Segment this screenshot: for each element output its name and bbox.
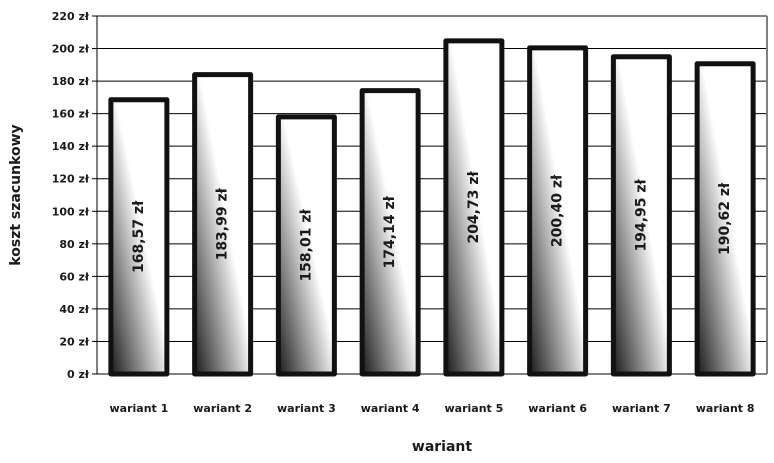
y-tick-label: 100 zł xyxy=(52,205,90,218)
bar-data-label: 200,40 zł xyxy=(550,174,566,247)
x-category-label: wariant 7 xyxy=(612,402,671,415)
bar-4 xyxy=(359,88,421,377)
x-category-label: wariant 1 xyxy=(109,402,168,415)
y-tick-label: 0 zł xyxy=(67,368,90,381)
y-tick-label: 140 zł xyxy=(52,140,90,153)
x-category-label: wariant 2 xyxy=(193,402,252,415)
x-category-label: wariant 6 xyxy=(528,402,587,415)
y-tick-label: 180 zł xyxy=(52,75,90,88)
y-tick-label: 20 zł xyxy=(59,335,90,348)
bar-2 xyxy=(192,72,254,377)
y-axis-title: koszt szacunkowy xyxy=(8,124,24,265)
y-tick-label: 120 zł xyxy=(52,173,90,186)
x-axis-categories: wariant 1 wariant 2 wariant 3 wariant 4 wari… xyxy=(109,402,754,415)
bar-data-label: 168,57 zł xyxy=(131,200,147,273)
y-tick-label: 40 zł xyxy=(59,303,90,316)
y-tick-label: 60 zł xyxy=(59,270,90,283)
x-category-label: wariant 5 xyxy=(444,402,503,415)
bar-data-label: 174,14 zł xyxy=(382,195,398,268)
bar-data-label: 190,62 zł xyxy=(717,182,733,255)
y-tick-label: 200 zł xyxy=(52,43,90,56)
bar-data-label: 158,01 zł xyxy=(298,209,314,282)
y-tick-label: 160 zł xyxy=(52,108,90,121)
bar-data-label: 194,95 zł xyxy=(633,178,649,251)
bar-5 xyxy=(443,38,505,377)
x-category-label: wariant 3 xyxy=(277,402,336,415)
x-category-label: wariant 8 xyxy=(696,402,755,415)
y-tick-label: 220 zł xyxy=(52,10,90,23)
bar-7 xyxy=(610,54,672,377)
bar-6 xyxy=(527,45,589,377)
y-axis-ticks: 0 zł 20 zł 40 zł 60 zł 80 zł 100 zł 120 zł 140 … xyxy=(52,10,90,381)
bar-8 xyxy=(694,61,756,377)
bar-3 xyxy=(275,114,337,377)
bar-data-label: 183,99 zł xyxy=(215,187,231,260)
x-category-label: wariant 4 xyxy=(361,402,420,415)
y-tick-label: 80 zł xyxy=(59,238,90,251)
x-axis-title: wariant xyxy=(412,439,472,455)
bar-1 xyxy=(108,97,170,377)
bar-data-label: 204,73 zł xyxy=(466,171,482,244)
bars: 168,57 zł 183,99 zł 158,01 zł 174,14 zł 204,… xyxy=(108,38,756,377)
